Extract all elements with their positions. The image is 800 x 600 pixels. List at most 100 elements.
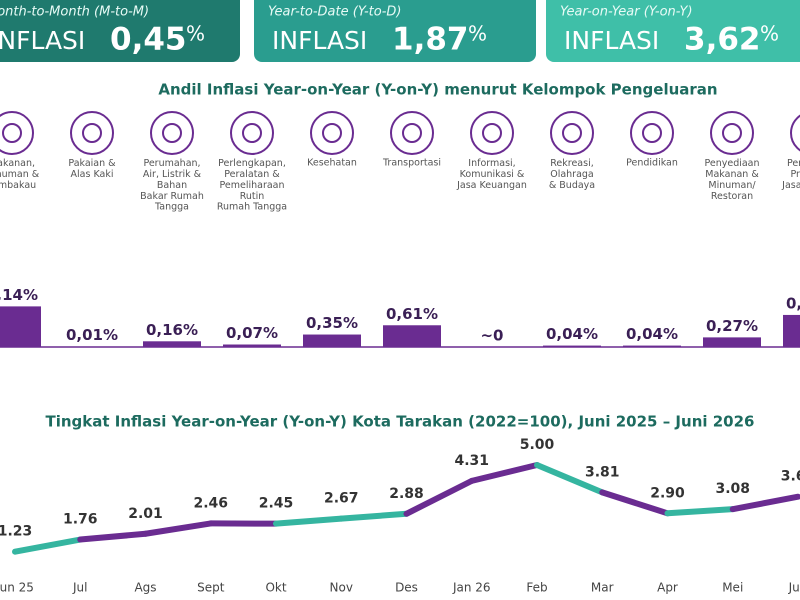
category-label: Penyediaan Makanan & Minuman/Restoran — [704, 158, 759, 202]
category-label: Perumahan, Air, Listrik & Bahan Bakar Rumah… — [140, 158, 204, 213]
bar-value-label: 0,04% — [546, 325, 598, 343]
point-value-label: 3.81 — [585, 464, 620, 480]
x-tick-label: Jan 26 — [452, 581, 491, 595]
point-value-label: 2.90 — [650, 485, 685, 501]
header-unit: % — [760, 22, 779, 46]
category-icon — [230, 111, 274, 155]
category-icon-glyph — [162, 123, 182, 143]
category-icon — [470, 111, 514, 155]
point-value-label: 2.01 — [128, 506, 163, 522]
bar — [0, 306, 41, 347]
point-value-label: 5.00 — [520, 437, 555, 453]
line-segment — [77, 530, 149, 543]
point-value-label: 2.45 — [259, 496, 294, 512]
header-label: INFLASI — [0, 26, 85, 55]
point-value-label: 3.08 — [715, 481, 750, 497]
header-label: INFLASI — [272, 26, 367, 55]
header-caption: Month-to-Month (M-to-M) — [0, 5, 149, 20]
point-value-label: 2.46 — [193, 495, 228, 511]
line-segment — [338, 510, 410, 522]
x-tick-label: Des — [395, 581, 418, 595]
line-segment — [534, 462, 606, 496]
category-icon-glyph — [402, 123, 422, 143]
category-label: Informasi, Komunikasi & Jasa Keuangan — [456, 158, 527, 191]
category-label: Pakaian & Alas Kaki — [68, 158, 116, 180]
bar-value-label: 0,61% — [386, 305, 438, 323]
x-tick-label: Jul — [72, 581, 87, 595]
header-box — [546, 0, 800, 62]
bar-value-label: ~0 — [480, 327, 503, 345]
category-icon — [70, 111, 114, 155]
point-value-label: 1.76 — [63, 512, 98, 528]
line-segment — [468, 462, 540, 484]
category-icon-glyph — [82, 123, 102, 143]
category-icon — [0, 111, 34, 155]
x-tick-label: Mei — [722, 581, 743, 595]
category-icon — [790, 114, 800, 152]
x-tick-label: Ags — [134, 581, 156, 595]
x-tick-label: Apr — [657, 581, 678, 595]
category-icon-glyph — [562, 123, 582, 143]
header-unit: % — [468, 22, 487, 46]
line-segment — [403, 477, 475, 517]
line-segment — [142, 520, 214, 537]
category-label: Makanan,Minuman &Tembakau — [0, 158, 40, 191]
header-label: INFLASI — [564, 26, 659, 55]
category-icon — [310, 111, 354, 155]
bar — [143, 341, 201, 347]
bar — [543, 345, 601, 347]
x-tick-label: Feb — [526, 581, 547, 595]
category-label: Rekreasi, Olahraga & Budaya — [549, 158, 595, 191]
point-value-label: 2.88 — [389, 486, 424, 502]
category-label: Transportasi — [382, 158, 441, 169]
category-icon — [630, 111, 674, 155]
line-segment — [12, 536, 84, 555]
x-tick-label: Mar — [591, 581, 614, 595]
point-value-label: 3.62 — [781, 469, 800, 485]
x-tick-label: Jun 25 — [0, 581, 34, 595]
category-icon-glyph — [722, 123, 742, 143]
point-value-label: 2.67 — [324, 491, 359, 507]
header-box — [0, 0, 240, 62]
bar-value-label: 0,16% — [146, 321, 198, 339]
bar-value-label: 0,27% — [706, 317, 758, 335]
header-value: 1,87 — [392, 22, 469, 58]
category-icon — [710, 111, 754, 155]
category-label: PerawatanPribadi &Jasa Lainnya — [781, 158, 800, 191]
line-segment — [273, 515, 345, 527]
line-segment — [729, 493, 800, 513]
bar — [783, 314, 800, 347]
chart-title: Tingkat Inflasi Year-on-Year (Y-on-Y) Ko… — [46, 413, 755, 431]
header-caption: Year-on-Year (Y-on-Y) — [560, 5, 693, 20]
bar-value-label: 0,07% — [226, 324, 278, 342]
point-value-label: 1.23 — [0, 524, 32, 540]
header-value: 0,45 — [110, 22, 187, 58]
category-icon — [150, 111, 194, 155]
category-icon-glyph — [482, 123, 502, 143]
x-tick-label: Nov — [330, 581, 353, 595]
category-icon-glyph — [242, 123, 262, 143]
line-segment — [599, 489, 671, 517]
category-icon-glyph — [642, 123, 662, 143]
bar-value-label: 1,14% — [0, 286, 38, 304]
bar — [303, 334, 361, 347]
bar-value-label: 0,35% — [306, 314, 358, 332]
line-segment — [664, 506, 736, 517]
category-icon — [550, 111, 594, 155]
x-tick-label: Sept — [197, 581, 225, 595]
category-icon — [390, 111, 434, 155]
bar-value-label: 0,04% — [626, 325, 678, 343]
bar — [703, 337, 761, 347]
chart-title: Andil Inflasi Year-on-Year (Y-on-Y) menu… — [158, 81, 717, 99]
x-tick-label: Okt — [265, 581, 286, 595]
header-box — [254, 0, 536, 62]
category-label: Pendidikan — [626, 158, 678, 169]
bar — [383, 325, 441, 347]
x-tick-label: Jun — [788, 581, 800, 595]
bar — [623, 345, 681, 347]
point-value-label: 4.31 — [454, 453, 489, 469]
category-icon-glyph — [2, 123, 22, 143]
category-icon-glyph — [322, 123, 342, 143]
